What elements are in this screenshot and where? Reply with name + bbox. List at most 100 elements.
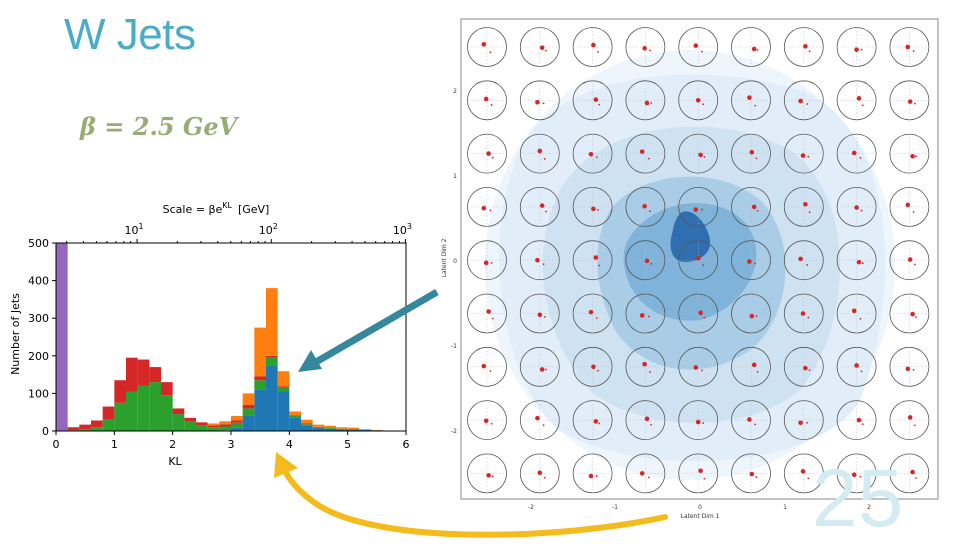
bar-green bbox=[161, 395, 173, 431]
bar-orange bbox=[313, 425, 325, 427]
latent-xlabel: Latent Dim 1 bbox=[681, 513, 720, 520]
bar-orange bbox=[336, 427, 348, 429]
latent-cell bbox=[520, 187, 559, 226]
x-tick-label: 1 bbox=[111, 438, 118, 451]
latent-cell bbox=[468, 134, 507, 173]
latent-cell bbox=[679, 401, 718, 440]
bar-green bbox=[324, 428, 336, 429]
latent-cell bbox=[890, 81, 929, 120]
y-tick-label: 0 bbox=[42, 425, 49, 438]
bar-red bbox=[114, 380, 126, 403]
y-tick-label: 300 bbox=[28, 312, 49, 325]
y-axis-label: Number of Jets bbox=[9, 293, 22, 375]
x-tick-label: 3 bbox=[228, 438, 235, 451]
x-tick-label: 2 bbox=[169, 438, 176, 451]
latent-cell bbox=[468, 187, 507, 226]
bar-green bbox=[126, 392, 138, 431]
latent-cell bbox=[890, 294, 929, 333]
latent-cell bbox=[573, 134, 612, 173]
latent-cell bbox=[573, 401, 612, 440]
bar-red bbox=[278, 386, 290, 388]
bar-orange bbox=[359, 429, 371, 430]
latent-cell bbox=[520, 134, 559, 173]
latent-ylabel: Latent Dim 2 bbox=[441, 238, 448, 277]
bar-orange bbox=[289, 411, 301, 415]
bar-orange bbox=[243, 393, 255, 404]
latent-x-tick-label: -1 bbox=[612, 504, 618, 511]
bar-red bbox=[301, 423, 313, 424]
latent-cell bbox=[679, 347, 718, 386]
latent-x-tick-label: 1 bbox=[783, 504, 787, 511]
latent-cell bbox=[890, 187, 929, 226]
bar-red bbox=[208, 425, 220, 427]
latent-cell bbox=[732, 401, 771, 440]
bar-green bbox=[184, 422, 196, 431]
latent-cell bbox=[837, 28, 876, 67]
latent-cell bbox=[837, 134, 876, 173]
bar-green bbox=[313, 427, 325, 428]
latent-cell bbox=[573, 241, 612, 280]
latent-cell bbox=[890, 347, 929, 386]
latent-cell bbox=[468, 28, 507, 67]
latent-cell bbox=[468, 401, 507, 440]
latent-cell bbox=[890, 241, 929, 280]
latent-x-tick-label: -2 bbox=[528, 504, 534, 511]
bar-red bbox=[91, 420, 103, 427]
bar-blue bbox=[289, 418, 301, 431]
latent-cell bbox=[520, 401, 559, 440]
latent-cell bbox=[732, 28, 771, 67]
latent-cell bbox=[626, 347, 665, 386]
latent-cell bbox=[573, 187, 612, 226]
bar-green bbox=[208, 427, 220, 431]
beta-label: β = 2.5 GeV bbox=[80, 112, 237, 141]
bar-green bbox=[138, 386, 150, 431]
latent-y-tick-label: -1 bbox=[451, 343, 457, 350]
latent-cell bbox=[679, 241, 718, 280]
x-axis-label: KL bbox=[168, 455, 182, 468]
latent-cell bbox=[784, 81, 823, 120]
latent-cell bbox=[468, 241, 507, 280]
latent-cell bbox=[732, 134, 771, 173]
latent-cell bbox=[890, 28, 929, 67]
bar-blue bbox=[301, 425, 313, 431]
latent-cell bbox=[626, 294, 665, 333]
latent-cell bbox=[784, 187, 823, 226]
latent-cell bbox=[784, 134, 823, 173]
bar-orange bbox=[278, 371, 290, 386]
bar-red bbox=[68, 427, 80, 430]
latent-cell bbox=[890, 134, 929, 173]
latent-cell bbox=[837, 347, 876, 386]
bar-red bbox=[184, 418, 196, 422]
y-tick-label: 500 bbox=[28, 237, 49, 250]
y-tick-label: 100 bbox=[28, 387, 49, 400]
latent-cell bbox=[784, 347, 823, 386]
latent-cell bbox=[468, 81, 507, 120]
latent-cell bbox=[679, 134, 718, 173]
bar-orange bbox=[348, 428, 360, 430]
page-number: 25 bbox=[812, 458, 903, 540]
latent-cell bbox=[679, 28, 718, 67]
latent-cell bbox=[732, 81, 771, 120]
bar-red bbox=[196, 422, 208, 425]
bar-red bbox=[149, 367, 161, 382]
bar-red bbox=[138, 360, 150, 386]
bar-green bbox=[278, 388, 290, 392]
bar-blue bbox=[254, 390, 266, 431]
bar-green bbox=[301, 424, 313, 425]
histogram-bars bbox=[56, 243, 394, 431]
bar-red bbox=[219, 424, 231, 426]
bar-orange bbox=[324, 426, 336, 428]
bar-red bbox=[126, 358, 138, 392]
latent-cell bbox=[626, 28, 665, 67]
bar-green bbox=[254, 380, 266, 389]
bar-green bbox=[173, 414, 185, 431]
latent-cell bbox=[520, 294, 559, 333]
latent-y-tick-label: 1 bbox=[453, 173, 457, 180]
latent-cell bbox=[732, 241, 771, 280]
latent-cell bbox=[837, 81, 876, 120]
latent-cell bbox=[679, 187, 718, 226]
bar-orange bbox=[254, 328, 266, 377]
latent-cell bbox=[837, 187, 876, 226]
x-tick-label: 0 bbox=[53, 438, 60, 451]
